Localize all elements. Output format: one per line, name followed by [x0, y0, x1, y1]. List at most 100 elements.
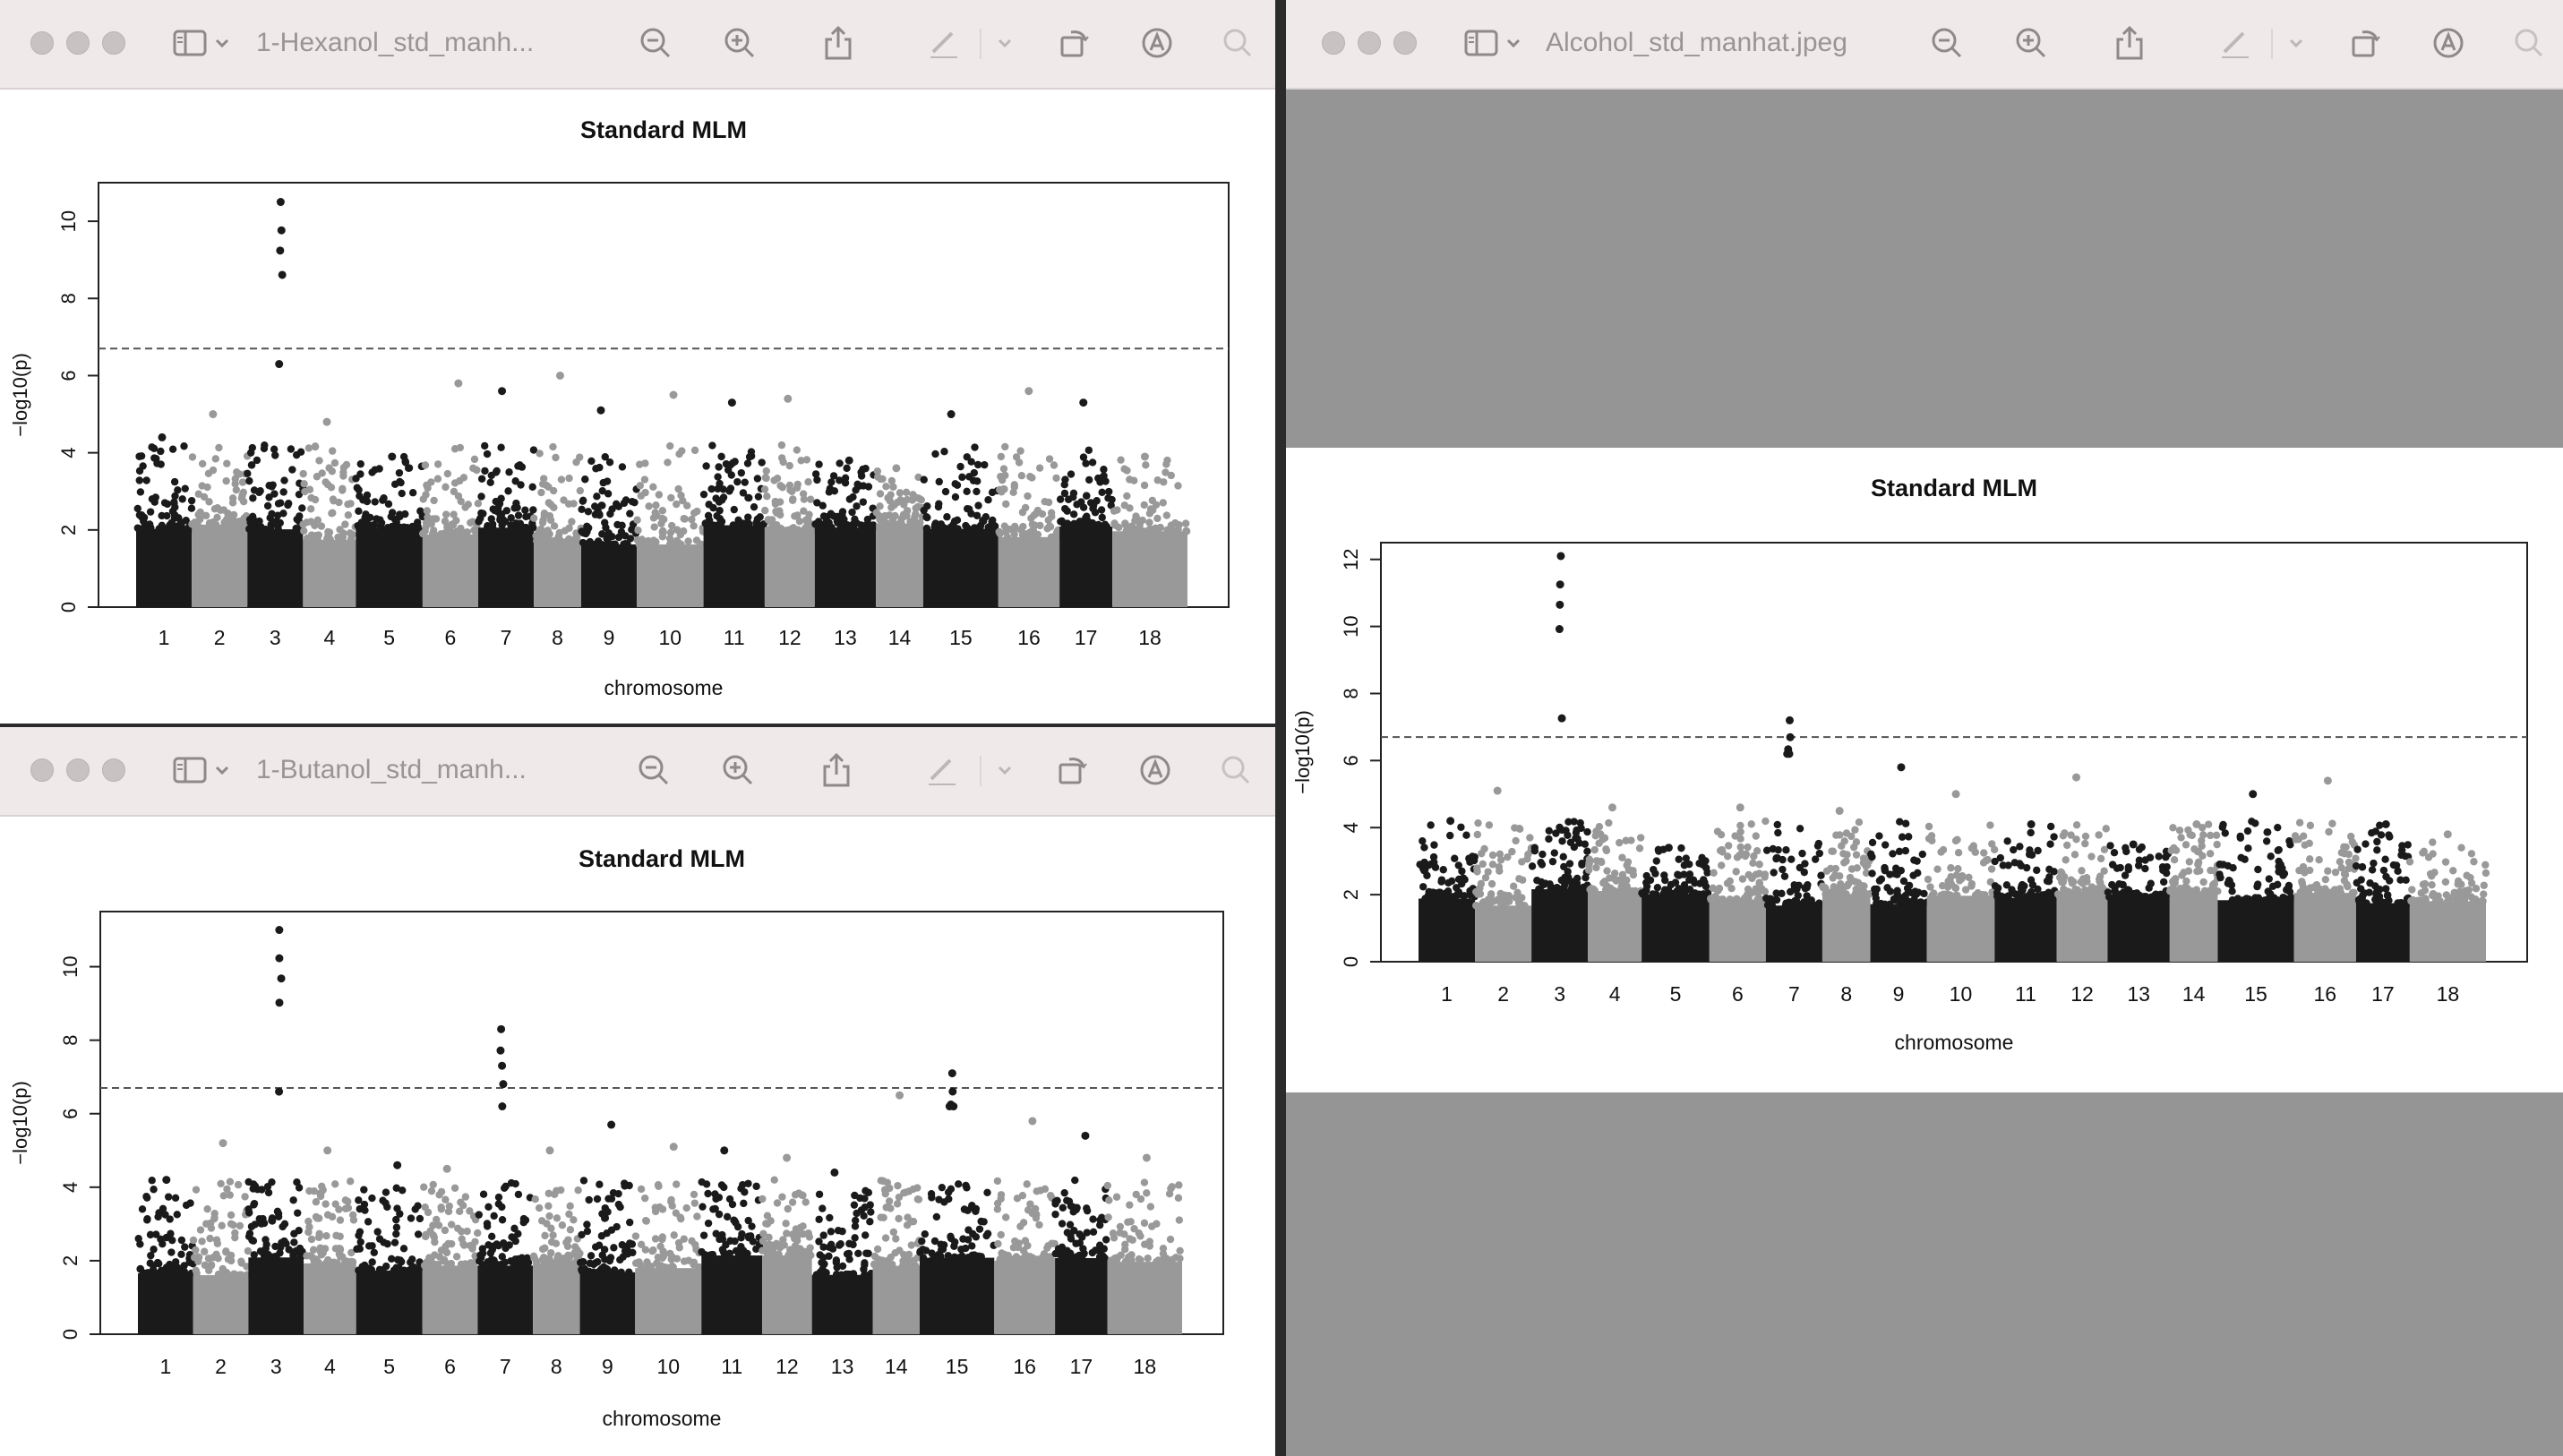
snp-point — [1159, 499, 1167, 507]
snp-point — [734, 520, 743, 528]
annotate-icon[interactable] — [1137, 23, 1177, 63]
image-canvas[interactable]: Standard MLM 0 2 4 6 8 10 −log10(p) 1 2 3 4 5 6 7 8 9 10 1… — [0, 817, 1275, 1456]
snp-point — [877, 475, 885, 484]
chevron-down-icon[interactable] — [211, 750, 233, 790]
sidebar-icon[interactable] — [170, 750, 210, 790]
minimize-button[interactable] — [66, 31, 90, 55]
snp-point — [760, 485, 769, 493]
snp-point — [435, 1191, 443, 1199]
snp-point — [1460, 892, 1469, 900]
snp-point — [558, 1221, 567, 1229]
window-titlebar[interactable]: Alcohol_std_manhat.jpeg — [1286, 0, 2563, 90]
sidebar-icon[interactable] — [1462, 23, 1501, 63]
chevron-down-icon[interactable] — [994, 750, 1016, 790]
chevron-down-icon[interactable] — [994, 23, 1016, 63]
preview-window-alcohol[interactable]: Alcohol_std_manhat.jpeg Standard MLM 0 2 4 6… — [1286, 0, 2563, 1456]
image-canvas[interactable]: Standard MLM 0 2 4 6 8 10 12 −log10(p) 1 2 3 4 5 6 7 8 9 1… — [1286, 90, 2563, 1456]
zoom-button[interactable] — [1393, 31, 1417, 55]
snp-point — [450, 445, 459, 453]
search-icon[interactable] — [2509, 23, 2549, 63]
snp-point — [814, 1271, 822, 1279]
snp-point — [529, 524, 537, 532]
share-icon[interactable] — [819, 23, 858, 63]
snp-point — [1487, 879, 1496, 888]
snp-point — [198, 459, 207, 468]
snp-point — [739, 489, 748, 497]
x-tick-label: 1 — [159, 626, 170, 649]
zoom-in-icon[interactable] — [2011, 23, 2051, 63]
annotate-icon[interactable] — [2429, 23, 2468, 63]
snp-point — [997, 1230, 1005, 1239]
annotate-icon[interactable] — [1136, 750, 1175, 790]
snp-point — [725, 487, 733, 495]
minimize-button[interactable] — [1358, 31, 1381, 55]
zoom-out-icon[interactable] — [1927, 23, 1967, 63]
snp-point — [1715, 884, 1724, 893]
preview-window-hexanol[interactable]: 1-Hexanol_std_manh... Standard MLM 0 2 4 6 8 1… — [0, 0, 1275, 724]
zoom-out-icon[interactable] — [634, 750, 673, 790]
sidebar-icon[interactable] — [170, 23, 210, 63]
snp-point — [631, 1232, 640, 1240]
search-icon[interactable] — [1218, 23, 1257, 63]
snp-point — [529, 514, 538, 522]
search-icon[interactable] — [1216, 750, 1256, 790]
snp-point — [1454, 888, 1463, 896]
snp-point — [777, 441, 786, 450]
snp-point — [560, 1255, 569, 1263]
markup-pen-icon[interactable] — [926, 23, 962, 63]
zoom-out-icon[interactable] — [636, 23, 675, 63]
snp-point — [815, 1238, 823, 1246]
zoom-in-icon[interactable] — [718, 750, 758, 790]
markup-pen-icon[interactable] — [2217, 23, 2253, 63]
snp-point — [813, 499, 821, 507]
snp-point — [1036, 521, 1044, 530]
snp-point — [695, 1263, 703, 1272]
close-button[interactable] — [30, 758, 54, 782]
snp-point — [780, 1241, 788, 1249]
snp-point — [921, 1246, 930, 1255]
image-canvas[interactable]: Standard MLM 0 2 4 6 8 10 −log10(p) 1 2 3 4 5 6 7 8 9 10 1… — [0, 90, 1275, 724]
close-button[interactable] — [30, 31, 54, 55]
chevron-down-icon[interactable] — [211, 23, 233, 63]
snp-point — [2267, 852, 2275, 861]
snp-point — [392, 1223, 401, 1231]
snp-point — [1680, 861, 1689, 869]
snp-point — [553, 1186, 561, 1195]
peak-snp-point — [545, 1146, 554, 1155]
zoom-button[interactable] — [102, 758, 125, 782]
share-icon[interactable] — [2110, 23, 2149, 63]
snp-point — [1763, 901, 1772, 909]
snp-point — [142, 476, 150, 484]
minimize-button[interactable] — [66, 758, 90, 782]
chevron-down-icon[interactable] — [2285, 23, 2307, 63]
rotate-icon[interactable] — [1053, 750, 1093, 790]
markup-pen-icon[interactable] — [924, 750, 960, 790]
x-tick-label: 3 — [270, 626, 281, 649]
snp-point — [1905, 833, 1913, 841]
snp-point — [148, 1177, 156, 1185]
snp-point — [1978, 891, 1986, 899]
share-icon[interactable] — [817, 750, 856, 790]
snp-point — [1067, 470, 1076, 478]
zoom-button[interactable] — [102, 31, 125, 55]
window-titlebar[interactable]: 1-Hexanol_std_manh... — [0, 0, 1275, 90]
snp-point — [1545, 826, 1553, 835]
rotate-icon[interactable] — [2346, 23, 2386, 63]
snp-point — [715, 1210, 724, 1219]
snp-point — [1685, 870, 1694, 878]
snp-point — [2419, 880, 2428, 888]
rotate-icon[interactable] — [1055, 23, 1094, 63]
snp-point — [2026, 846, 2034, 854]
zoom-in-icon[interactable] — [720, 23, 759, 63]
snp-point — [641, 1216, 650, 1225]
snp-point — [270, 1253, 278, 1261]
chevron-down-icon[interactable] — [1503, 23, 1524, 63]
snp-point — [355, 1244, 364, 1253]
preview-window-butanol[interactable]: 1-Butanol_std_manh... Standard MLM 0 2 4 6 8 1… — [0, 727, 1275, 1456]
snp-point — [888, 1260, 896, 1269]
window-titlebar[interactable]: 1-Butanol_std_manh... — [0, 727, 1275, 817]
snp-point — [487, 1255, 496, 1263]
snp-point — [585, 1195, 593, 1204]
close-button[interactable] — [1322, 31, 1345, 55]
snp-point — [1466, 858, 1474, 866]
